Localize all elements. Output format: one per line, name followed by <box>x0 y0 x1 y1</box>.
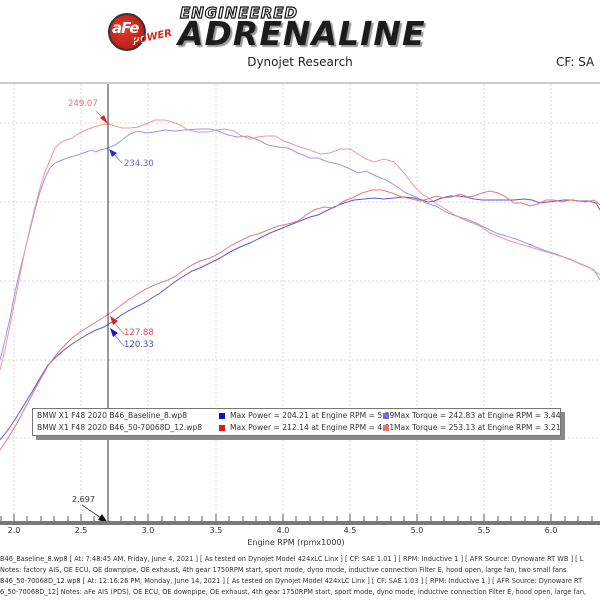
modified-torque-swatch-icon <box>383 425 389 431</box>
x-tick-label: 3.0 <box>141 526 155 535</box>
x-tick-label: 2.5 <box>74 526 88 535</box>
power-mod-arrow-icon <box>110 316 118 325</box>
legend-max-power: Max Power = 204.21 at Engine RPM = 5.39 <box>230 411 395 420</box>
chart-title: Dynojet Research <box>247 55 353 69</box>
modified-torque-curve <box>0 119 600 371</box>
modified-power-curve <box>0 189 600 451</box>
run-note-line: Notes: factory AIS, OE ECU, OE downpipe,… <box>0 566 567 574</box>
horizontal-gridlines <box>0 122 600 439</box>
vertical-gridlines <box>13 84 552 522</box>
torque-base-value: 234.30 <box>124 159 154 169</box>
x-tick-label: 4.0 <box>276 526 290 535</box>
legend-max-power: Max Power = 212.14 at Engine RPM = 4.91 <box>230 423 395 432</box>
x-tick-label: 5.0 <box>410 526 424 535</box>
power-mod-value: 127.88 <box>124 328 154 338</box>
legend-max-torque: Max Torque = 253.13 at Engine RPM = 3.21 <box>394 423 561 432</box>
afe-logo-icon <box>108 13 146 51</box>
header: aFe POWER ENGINEERED ADRENALINE Dynojet … <box>0 0 600 80</box>
legend-run-name: BMW X1 F48 2020 B46_50-70068D_12.wp8 <box>37 423 203 432</box>
x-axis-bar <box>0 521 600 525</box>
x-tick-label: 2.0 <box>7 526 21 535</box>
brand-tagline: ENGINEERED <box>179 3 298 22</box>
x-tick-label: 5.5 <box>477 526 491 535</box>
legend-max-torque: Max Torque = 242.83 at Engine RPM = 3.44 <box>394 411 561 420</box>
cursor-rpm-arrow-icon <box>98 514 108 523</box>
x-tick-label: 6.0 <box>544 526 558 535</box>
annotation-arrows <box>81 110 125 523</box>
legend-run-name: BMW X1 F48 2020 B46_Baseline_8.wp8 <box>37 411 188 420</box>
run-note-line: B46_Baseline_8.wp8 [ At: 7:48:45 AM, Fri… <box>0 555 584 563</box>
modified-power-swatch-icon <box>219 425 225 431</box>
baseline-power-curve <box>0 195 600 441</box>
cursor-rpm-value: 2.697 <box>72 495 95 504</box>
run-note-line: 6_50-70068D_12] Notes: aFe AIS (PDS), OE… <box>0 588 587 596</box>
brand-title: ADRENALINE <box>178 14 426 53</box>
correction-factor-label: CF: SA <box>556 55 595 69</box>
x-tick-label: 4.5 <box>343 526 357 535</box>
chart-legend: BMW X1 F48 2020 B46_Baseline_8.wp8 Max P… <box>32 408 561 436</box>
baseline-torque-swatch-icon <box>383 413 389 419</box>
power-base-value: 120.33 <box>124 340 154 350</box>
x-axis-label: Engine RPM (rpmx1000) <box>247 538 345 547</box>
torque-base-arrow-icon <box>109 149 117 157</box>
torque-mod-value: 249.07 <box>68 99 98 109</box>
x-axis-minor-ticks <box>0 514 593 521</box>
x-axis-title: Engine RPM (rpmx1000) <box>0 538 600 547</box>
torque-mod-arrow-icon <box>100 115 108 124</box>
logo-text: aFe <box>112 19 139 37</box>
baseline-torque-curve <box>0 128 600 361</box>
run-note-line: B46_50-70068D_12.wp8 [ At: 12:16:26 PM, … <box>0 577 583 585</box>
x-tick-label: 3.5 <box>209 526 223 535</box>
power-base-arrow-icon <box>110 328 118 337</box>
baseline-power-swatch-icon <box>219 413 225 419</box>
